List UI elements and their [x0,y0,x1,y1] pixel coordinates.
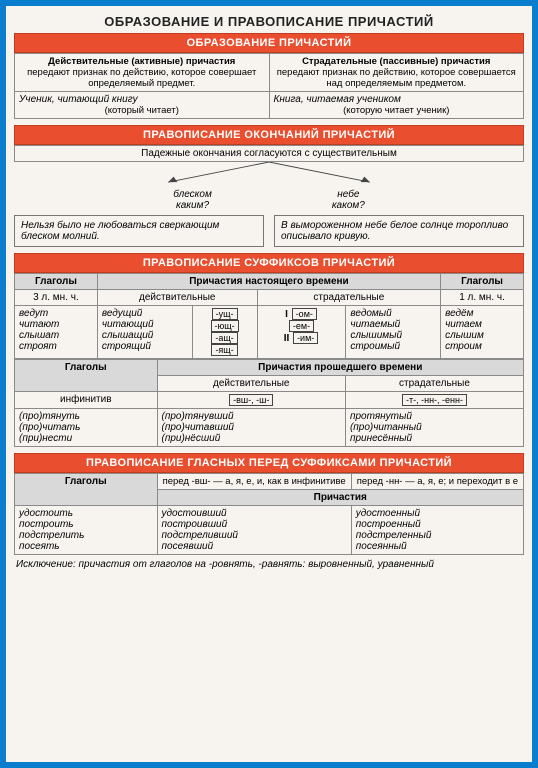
sB: -т-, -нн-, -енн- [402,394,467,406]
col1-header: Действительные (активные) причастия [19,56,265,67]
r1c1: ведут [19,308,93,319]
r3c4: подстреленный [356,530,519,541]
r3b4: подстреливший [162,530,347,541]
r2c6: читаем [445,319,519,330]
p3b: (при)нёсший [162,433,341,444]
h-3pl: 3 л. мн. ч. [15,290,98,306]
r2c5: читаемый [350,319,436,330]
h-inf: инфинитив [15,392,158,409]
sfx2: -ющ- [211,320,239,332]
c2: перед -вш- — а, я, е, и, как в инфинитив… [157,474,351,490]
sfx4: -ящ- [211,344,237,356]
example1a: Ученик, читающий книгу [19,94,265,105]
sfx3: -ащ- [211,332,237,344]
r1c2: ведущий [102,308,188,319]
r2c4: построенный [356,519,519,530]
sep2: II [284,333,290,344]
h-1pl: 1 л. мн. ч. [441,290,524,306]
p2a: (про)читать [19,422,153,433]
r2b4: построивший [162,519,347,530]
r1c5: ведомый [350,308,436,319]
h-verb-r: Глаголы [441,274,524,290]
r4c5: строимый [350,341,436,352]
r3c1: слышат [19,330,93,341]
h-verb4: Глаголы [15,474,158,506]
r2a4: построить [19,519,153,530]
q2a: небе [337,189,359,200]
r3a4: подстрелить [19,530,153,541]
r4a4: посеять [19,541,153,552]
q2b: каком? [332,200,365,211]
r4c1: строят [19,341,93,352]
ex-box-2: В вымороженном небе белое солнце торопли… [274,215,524,247]
r2c2: читающий [102,319,188,330]
example1b: (который читает) [19,105,265,116]
sfx6: -ем- [289,320,314,332]
sub2: Причастия прошедшего времени [157,360,523,376]
ex-box-1: Нельзя было не любоваться сверкающим бле… [14,215,264,247]
c3: перед -нн- — а, я, е; и переходит в е [351,474,523,490]
h-act: действительные [97,290,257,306]
p1b: (про)тянувший [162,411,341,422]
footnote: Исключение: причастия от глаголов на -ро… [14,555,524,574]
r3c2: слышащий [102,330,188,341]
past-participle-table: Глаголы Причастия прошедшего времени дей… [14,359,524,447]
p3a: (при)нести [19,433,153,444]
p1c: протянутый [350,411,519,422]
h-pas2: страдательные [345,376,523,392]
h-part: Причастия [157,490,523,506]
h-verb2: Глаголы [15,360,158,392]
h-pas: страдательные [257,290,440,306]
section1-table: Действительные (активные) причастия пере… [14,53,524,119]
q1a: блеском [173,189,212,200]
sub1: Причастия настоящего времени [97,274,440,290]
h-verb-l: Глаголы [15,274,98,290]
r3c6: слышим [445,330,519,341]
sA: -вш-, -ш- [229,394,273,406]
col2-desc: передают признак по действию, которое со… [274,67,520,89]
sep1: I [285,309,288,320]
p1a: (про)тянуть [19,411,153,422]
main-title: ОБРАЗОВАНИЕ И ПРАВОПИСАНИЕ ПРИЧАСТИЙ [14,14,524,29]
col1-desc: передают признак по действию, которое со… [19,67,265,89]
q1b: каким? [176,200,209,211]
section2-rule-table: Падежные окончания согласуются с существ… [14,145,524,162]
example-boxes: Нельзя было не любоваться сверкающим бле… [14,215,524,247]
r4c4: посеянный [356,541,519,552]
sfx5: -ом- [292,308,317,320]
question-row: блеском каким? небе каком? [14,187,524,213]
present-participle-table: Глаголы Причастия настоящего времени Гла… [14,273,524,359]
p3c: принесённый [350,433,519,444]
section1-title: ОБРАЗОВАНИЕ ПРИЧАСТИЙ [14,33,524,53]
r4b4: посеявший [162,541,347,552]
page-frame: ОБРАЗОВАНИЕ И ПРАВОПИСАНИЕ ПРИЧАСТИЙ ОБР… [0,0,538,768]
r1c6: ведём [445,308,519,319]
section3-title: ПРАВОПИСАНИЕ СУФФИКСОВ ПРИЧАСТИЙ [14,253,524,273]
col2-header: Страдательные (пассивные) причастия [274,56,520,67]
r1c4: удостоенный [356,508,519,519]
sfx7: -им- [293,332,318,344]
arrows-svg [14,162,524,184]
vowel-table: Глаголы перед -вш- — а, я, е, и, как в и… [14,473,524,555]
r4c2: строящий [102,341,188,352]
section2-title: ПРАВОПИСАНИЕ ОКОНЧАНИЙ ПРИЧАСТИЙ [14,125,524,145]
p2c: (про)читанный [350,422,519,433]
r1b4: удостоивший [162,508,347,519]
example2b: (которую читает ученик) [274,105,520,116]
h-act2: действительные [157,376,345,392]
r3c5: слышимый [350,330,436,341]
sfx1: -ущ- [212,308,238,320]
p2b: (про)читавший [162,422,341,433]
r1a4: удостоить [19,508,153,519]
rule-text: Падежные окончания согласуются с существ… [15,146,524,162]
r4c6: строим [445,341,519,352]
section4-title: ПРАВОПИСАНИЕ ГЛАСНЫХ ПЕРЕД СУФФИКСАМИ ПР… [14,453,524,473]
r2c1: читают [19,319,93,330]
example2a: Книга, читаемая учеником [274,94,520,105]
